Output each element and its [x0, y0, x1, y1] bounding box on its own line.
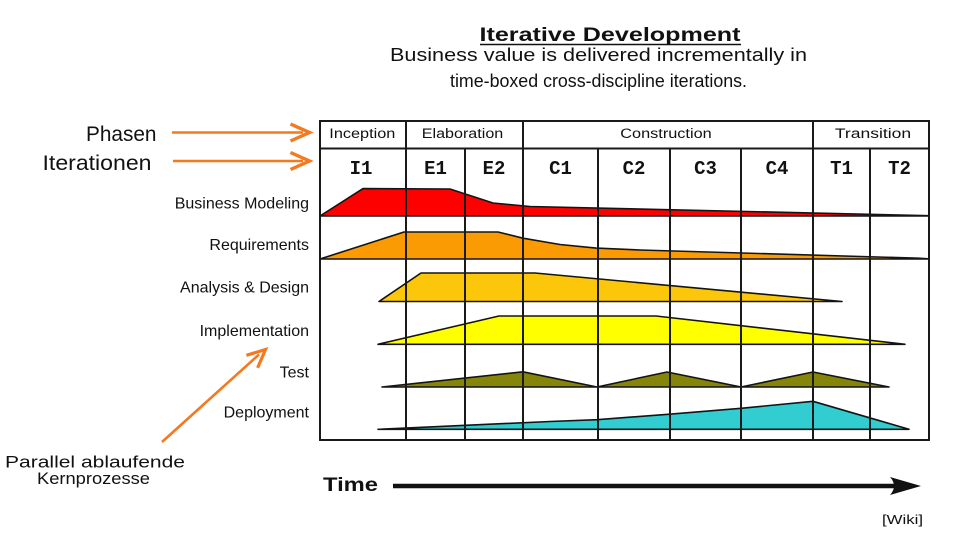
- svg-text:time-boxed cross-discipline it: time-boxed cross-discipline iterations.: [450, 71, 747, 91]
- svg-text:Time: Time: [323, 474, 378, 496]
- svg-text:C4: C4: [766, 158, 789, 180]
- svg-text:[Wiki]: [Wiki]: [882, 512, 923, 527]
- svg-text:C3: C3: [694, 158, 717, 180]
- svg-text:Inception: Inception: [329, 126, 395, 141]
- svg-text:Deployment: Deployment: [224, 405, 310, 422]
- svg-text:C2: C2: [623, 158, 646, 180]
- svg-text:T1: T1: [830, 158, 853, 180]
- svg-text:C1: C1: [549, 158, 572, 180]
- svg-text:I1: I1: [350, 158, 373, 180]
- svg-text:Test: Test: [280, 365, 310, 382]
- svg-text:E1: E1: [424, 158, 447, 180]
- svg-text:Elaboration: Elaboration: [422, 126, 504, 141]
- svg-text:Implementation: Implementation: [200, 323, 309, 340]
- svg-text:Kernprozesse: Kernprozesse: [37, 469, 150, 488]
- svg-text:T2: T2: [888, 158, 911, 180]
- svg-text:Requirements: Requirements: [209, 237, 309, 254]
- svg-text:Analysis & Design: Analysis & Design: [180, 280, 309, 297]
- svg-text:Construction: Construction: [620, 126, 711, 141]
- svg-text:Business value is delivered in: Business value is delivered incrementall…: [390, 45, 807, 65]
- svg-text:E2: E2: [483, 158, 506, 180]
- svg-text:Iterative Development: Iterative Development: [480, 25, 742, 46]
- svg-text:Phasen: Phasen: [86, 122, 157, 146]
- svg-text:Parallel ablaufende: Parallel ablaufende: [5, 453, 185, 472]
- svg-text:Iterationen: Iterationen: [43, 151, 152, 175]
- svg-text:Transition: Transition: [835, 126, 911, 141]
- svg-text:Business Modeling: Business Modeling: [175, 196, 309, 213]
